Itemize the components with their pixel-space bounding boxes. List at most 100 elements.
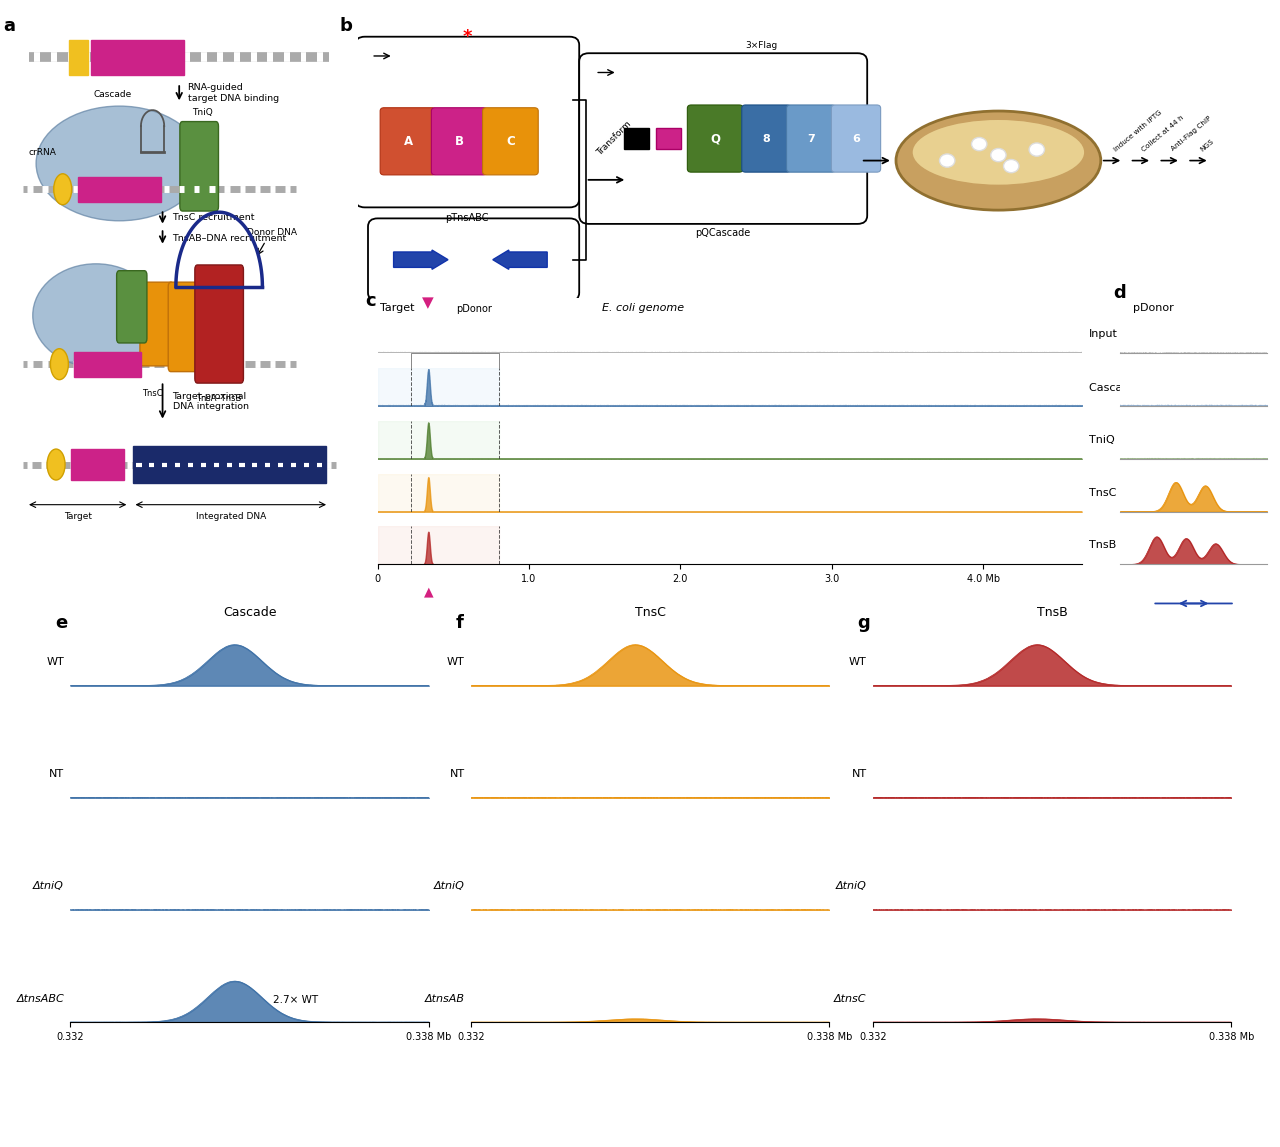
- Text: 6: 6: [852, 133, 860, 143]
- Circle shape: [54, 174, 72, 205]
- Text: 3×Flag: 3×Flag: [745, 40, 778, 49]
- Circle shape: [50, 349, 68, 380]
- Text: pDonor: pDonor: [1133, 303, 1174, 313]
- Text: g: g: [858, 614, 870, 632]
- Text: *: *: [462, 28, 472, 46]
- Text: 7: 7: [808, 133, 815, 143]
- Text: Collect at 44 h: Collect at 44 h: [1142, 114, 1185, 153]
- Bar: [378, 526, 499, 564]
- Text: TnsA–TnsB: TnsA–TnsB: [196, 395, 242, 404]
- Text: RNA-guided
target DNA binding: RNA-guided target DNA binding: [188, 84, 279, 102]
- Text: ΔtniQ: ΔtniQ: [434, 881, 465, 891]
- FancyBboxPatch shape: [742, 106, 791, 172]
- FancyBboxPatch shape: [78, 177, 161, 202]
- FancyBboxPatch shape: [91, 40, 184, 75]
- FancyBboxPatch shape: [140, 282, 174, 366]
- Ellipse shape: [911, 119, 1085, 186]
- FancyArrow shape: [394, 250, 448, 270]
- FancyBboxPatch shape: [133, 446, 325, 483]
- Text: Cascade: Cascade: [223, 607, 276, 619]
- Circle shape: [940, 154, 955, 167]
- Circle shape: [1029, 143, 1044, 156]
- Text: TnsAB–DNA recruitment: TnsAB–DNA recruitment: [173, 234, 287, 242]
- Text: NT: NT: [449, 770, 465, 779]
- FancyBboxPatch shape: [380, 108, 435, 174]
- Text: NGS: NGS: [1199, 138, 1215, 153]
- Text: A: A: [403, 135, 412, 148]
- Text: TnsB: TnsB: [1088, 540, 1116, 551]
- FancyBboxPatch shape: [832, 106, 881, 172]
- Bar: [378, 421, 499, 459]
- Text: Cascade: Cascade: [93, 91, 132, 100]
- Text: ΔtnsC: ΔtnsC: [835, 993, 867, 1004]
- Text: Input: Input: [1088, 329, 1117, 340]
- Text: WT: WT: [46, 657, 64, 668]
- Text: Integrated DNA: Integrated DNA: [196, 512, 266, 521]
- Text: TnsC: TnsC: [1088, 487, 1116, 498]
- Circle shape: [47, 450, 65, 481]
- Circle shape: [972, 138, 987, 150]
- Text: b: b: [339, 17, 352, 36]
- Text: Induce with IPTG: Induce with IPTG: [1112, 109, 1162, 153]
- FancyBboxPatch shape: [116, 271, 147, 343]
- FancyBboxPatch shape: [180, 122, 219, 211]
- Text: pTnsABC: pTnsABC: [445, 213, 489, 223]
- Circle shape: [991, 148, 1006, 162]
- FancyBboxPatch shape: [72, 450, 124, 481]
- Text: 2.7× WT: 2.7× WT: [274, 994, 319, 1005]
- FancyBboxPatch shape: [580, 53, 868, 224]
- Text: Donor DNA: Donor DNA: [247, 228, 297, 237]
- Text: a: a: [3, 17, 15, 36]
- FancyBboxPatch shape: [69, 40, 87, 75]
- Ellipse shape: [36, 106, 202, 220]
- Ellipse shape: [33, 264, 159, 367]
- Text: Q: Q: [710, 132, 721, 145]
- FancyBboxPatch shape: [786, 106, 836, 172]
- Text: NT: NT: [49, 770, 64, 779]
- Text: Target-proximal
DNA integration: Target-proximal DNA integration: [173, 392, 248, 411]
- Text: ΔtniQ: ΔtniQ: [33, 881, 64, 891]
- Text: ΔtniQ: ΔtniQ: [836, 881, 867, 891]
- Text: NT: NT: [851, 770, 867, 779]
- Text: crRNA: crRNA: [29, 148, 56, 157]
- Text: ΔtnsAB: ΔtnsAB: [425, 993, 465, 1004]
- Text: Transform: Transform: [595, 119, 634, 158]
- FancyBboxPatch shape: [74, 351, 141, 376]
- FancyBboxPatch shape: [431, 108, 488, 174]
- Ellipse shape: [896, 111, 1101, 210]
- Text: f: f: [456, 614, 463, 632]
- Text: TnsB: TnsB: [1037, 607, 1068, 619]
- FancyBboxPatch shape: [483, 108, 539, 174]
- Text: C: C: [506, 135, 515, 148]
- Circle shape: [1004, 159, 1019, 173]
- Text: e: e: [55, 614, 68, 632]
- Text: WT: WT: [447, 657, 465, 668]
- FancyBboxPatch shape: [356, 37, 580, 208]
- Text: TnsC recruitment: TnsC recruitment: [173, 213, 255, 223]
- Text: Anti-Flag ChIP: Anti-Flag ChIP: [1170, 116, 1212, 153]
- Text: B: B: [454, 135, 463, 148]
- Bar: [378, 368, 499, 406]
- Text: TniQ: TniQ: [1088, 435, 1115, 445]
- FancyBboxPatch shape: [369, 218, 580, 301]
- Text: 8: 8: [763, 133, 771, 143]
- FancyBboxPatch shape: [195, 265, 243, 383]
- Text: ΔtnsABC: ΔtnsABC: [17, 993, 64, 1004]
- Text: Target: Target: [380, 303, 415, 313]
- FancyBboxPatch shape: [687, 106, 744, 172]
- Text: E. coli genome: E. coli genome: [602, 303, 684, 313]
- Text: TnsC: TnsC: [142, 389, 163, 398]
- Text: WT: WT: [849, 657, 867, 668]
- Text: ▼: ▼: [422, 295, 434, 310]
- FancyBboxPatch shape: [168, 282, 202, 372]
- Text: pDonor: pDonor: [456, 304, 492, 314]
- Text: d: d: [1114, 283, 1126, 302]
- Text: Cascade (Cas8): Cascade (Cas8): [1088, 382, 1176, 392]
- FancyArrow shape: [493, 250, 548, 270]
- Text: TnsC: TnsC: [635, 607, 666, 619]
- Text: TniQ: TniQ: [192, 108, 212, 117]
- Bar: [378, 474, 499, 512]
- Text: ▲: ▲: [424, 585, 433, 599]
- Text: Target: Target: [64, 512, 92, 521]
- Text: c: c: [365, 291, 375, 310]
